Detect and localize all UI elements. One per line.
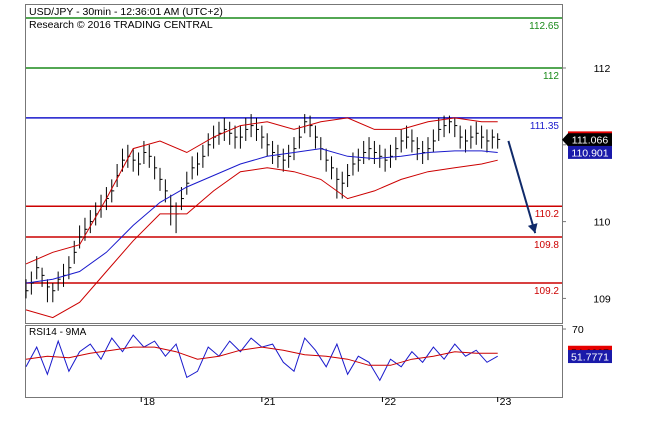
moving-average-line [25, 148, 498, 284]
price-tag-label: 111.066 [572, 135, 609, 147]
level-label: 109.2 [534, 286, 559, 297]
x-axis-tick-label: 18 [143, 396, 155, 408]
price-tag [568, 145, 612, 159]
level-label: 112 [543, 71, 559, 82]
x-axis-tick-label: 21 [264, 396, 276, 408]
level-label: 109.8 [534, 240, 559, 251]
axis-layer: 109110111112111.09111.066110.90118212223… [140, 63, 612, 408]
price-layer: 112.65 112 111.35 110.2 109.8 109.2 [25, 17, 562, 319]
price-panel-frame [25, 4, 563, 324]
x-axis-tick-label: 22 [384, 396, 396, 408]
rsi-panel-frame [25, 325, 563, 398]
forecast-arrow-head [527, 223, 538, 234]
rsi-label: RSI14 - 9MA [29, 327, 87, 338]
research-credit: Research © 2016 TRADING CENTRAL [29, 19, 213, 31]
level-label: 111.35 [530, 121, 560, 132]
current-price-pointer [562, 133, 568, 147]
price-axis-tick-label: 112 [594, 63, 611, 75]
rsi-tag-label: 51.7771 [571, 352, 609, 364]
rsi-layer [25, 334, 498, 382]
rsi-tag [568, 350, 612, 364]
price-axis-tick-label: 109 [593, 293, 611, 305]
x-axis-tick-label: 23 [500, 396, 512, 408]
chart-title: USD/JPY - 30min - 12:36:01 AM (UTC+2) [29, 6, 223, 18]
price-tag [568, 133, 612, 147]
price-axis-tick-label: 110 [594, 217, 611, 229]
level-label: 110.2 [535, 209, 560, 220]
forecast-arrow [507, 140, 537, 234]
band-lower-line [25, 159, 498, 319]
band-upper-line [25, 117, 498, 265]
rsi-axis-tick-label: 70 [572, 324, 584, 336]
price-tag-label: 110.901 [571, 147, 608, 159]
rsi-9ma-line [25, 346, 498, 366]
level-label: 112.65 [529, 21, 559, 32]
